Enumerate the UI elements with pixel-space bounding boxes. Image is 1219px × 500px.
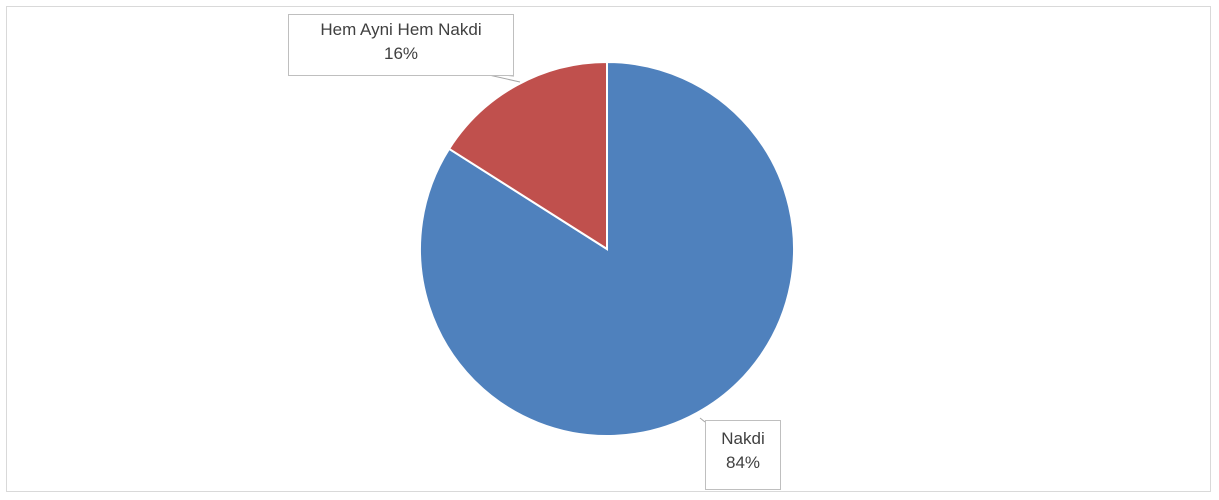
data-label-hem-ayni-hem-nakdi: Hem Ayni Hem Nakdi 16%: [288, 14, 514, 76]
data-label-category: Hem Ayni Hem Nakdi: [289, 18, 513, 42]
pie-slices: [420, 62, 794, 436]
data-label-category: Nakdi: [706, 427, 780, 451]
data-label-nakdi: Nakdi 84%: [705, 420, 781, 490]
data-label-value: 16%: [289, 42, 513, 66]
data-label-value: 84%: [706, 451, 780, 475]
